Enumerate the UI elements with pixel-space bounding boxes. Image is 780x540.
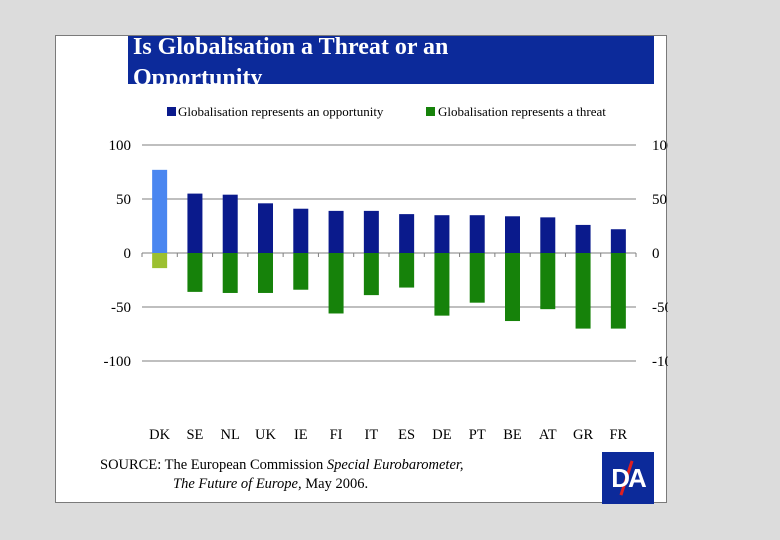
category-label-UK: UK: [255, 427, 276, 443]
y-tick-right--100: -100: [652, 354, 668, 370]
y-tick-left-50: 50: [116, 192, 131, 208]
bar-opportunity-ES: [399, 214, 415, 253]
bar-threat-GR: [575, 253, 591, 329]
bar-threat-UK: [258, 253, 273, 293]
source-note: SOURCE: The European Commission Special …: [100, 456, 464, 494]
y-tick-left-0: 0: [124, 246, 132, 262]
category-label-AT: AT: [539, 427, 557, 443]
bar-opportunity-GR: [575, 224, 591, 253]
source-subtitle: The Future of Europe,: [173, 476, 302, 492]
legend-label-threat: Globalisation represents a threat: [438, 104, 606, 119]
y-tick-right-50: 50: [652, 192, 667, 208]
bar-threat-SE: [187, 253, 203, 292]
bar-opportunity-UK: [258, 203, 273, 253]
legend-swatch-threat: [426, 107, 435, 116]
bar-threat-ES: [399, 253, 415, 288]
category-label-ES: ES: [398, 427, 415, 443]
bar-opportunity-IE: [293, 208, 309, 253]
bar-threat-DK: [152, 253, 168, 269]
bar-opportunity-BE: [505, 216, 520, 253]
category-label-NL: NL: [221, 427, 240, 443]
category-label-IT: IT: [365, 427, 379, 443]
category-label-GR: GR: [573, 427, 593, 443]
bar-threat-IT: [363, 253, 379, 296]
bar-opportunity-PT: [469, 215, 485, 253]
category-label-DE: DE: [432, 427, 451, 443]
y-tick-left-100: 100: [109, 138, 132, 154]
category-label-FR: FR: [609, 427, 627, 443]
legend-swatch-opportunity: [167, 107, 176, 116]
y-tick-right-0: 0: [652, 246, 660, 262]
bar-threat-IE: [293, 253, 309, 290]
bar-opportunity-FR: [610, 229, 626, 253]
bar-opportunity-AT: [540, 217, 556, 253]
bar-opportunity-IT: [363, 210, 379, 253]
bar-chart: 100 100 50 50 0 0 -50 -50 -100 -100 DK SE NL UK IE FI IT…: [104, 104, 669, 443]
category-label-BE: BE: [503, 427, 522, 443]
bar-threat-FR: [610, 253, 626, 329]
source-date: May 2006.: [301, 476, 369, 492]
legend-label-opportunity: Globalisation represents an opportunity: [178, 104, 384, 119]
y-tick-left--100: -100: [104, 354, 132, 370]
source-prefix: SOURCE: The European Commission: [100, 457, 327, 473]
bar-opportunity-DE: [434, 215, 450, 253]
category-label-SE: SE: [186, 427, 203, 443]
bar-threat-DE: [434, 253, 450, 316]
y-tick-left--50: -50: [111, 300, 131, 316]
da-logo: DA: [602, 452, 654, 504]
category-label-PT: PT: [469, 427, 486, 443]
bar-opportunity-NL: [222, 194, 238, 253]
category-label-DK: DK: [149, 427, 170, 443]
bar-threat-BE: [505, 253, 520, 322]
bar-threat-PT: [469, 253, 485, 303]
category-label-IE: IE: [294, 427, 308, 443]
y-tick-right--50: -50: [652, 300, 668, 316]
chart-title: Is Globalisation a Threat or an Opportun…: [133, 36, 449, 84]
slide: Is Globalisation a Threat or an Opportun…: [55, 35, 669, 504]
bar-opportunity-FI: [328, 210, 344, 253]
bar-opportunity-DK: [152, 169, 168, 253]
y-tick-right-100: 100: [652, 138, 668, 154]
source-title: Special Eurobarometer,: [326, 457, 464, 473]
bar-threat-NL: [222, 253, 238, 293]
bar-threat-FI: [328, 253, 344, 314]
title-banner: Is Globalisation a Threat or an Opportun…: [128, 36, 654, 84]
bar-opportunity-SE: [187, 193, 203, 253]
bar-threat-AT: [540, 253, 556, 310]
category-label-FI: FI: [330, 427, 343, 443]
logo-text: DA: [611, 463, 647, 493]
